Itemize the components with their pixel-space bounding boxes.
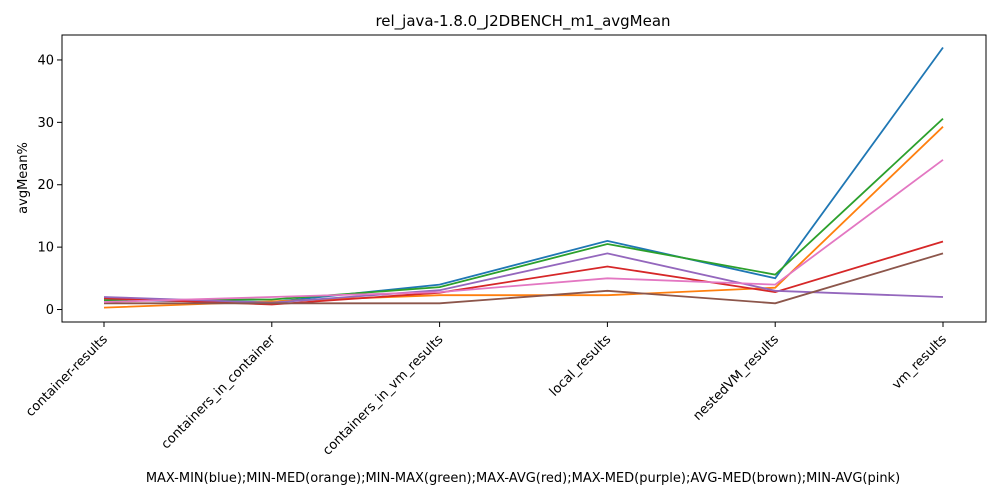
- y-axis-label: avgMean%: [16, 142, 31, 214]
- plot-lines: [103, 46, 944, 309]
- y-axis: 0 10 20 30 40: [37, 53, 62, 318]
- series-line-1: [103, 46, 944, 303]
- x-tick-label: container-results: [23, 332, 111, 420]
- y-tick-label: 0: [46, 303, 54, 318]
- x-tick-label: local_results: [547, 332, 615, 400]
- series-line-7: [103, 159, 944, 303]
- x-tick-label: containers_in_vm_results: [320, 332, 446, 458]
- plot-frame: [61, 34, 987, 323]
- y-tick-label: 20: [37, 178, 54, 193]
- x-tick-label: nestedVM_results: [690, 332, 782, 424]
- x-tick-label: vm_results: [889, 332, 950, 393]
- x-axis: container-results containers_in_container…: [23, 322, 950, 459]
- y-tick-label: 30: [37, 116, 54, 131]
- series-line-6: [104, 252, 944, 305]
- series-line-3: [103, 117, 944, 302]
- x-axis-label: MAX-MIN(blue);MIN-MED(orange);MIN-MAX(gr…: [146, 471, 900, 486]
- chart-title: rel_java-1.8.0_J2DBENCH_m1_avgMean: [375, 12, 670, 31]
- series-line-5: [103, 252, 944, 304]
- y-tick-label: 10: [37, 241, 54, 256]
- x-tick-label: containers_in_container: [159, 332, 280, 453]
- y-tick-label: 40: [37, 53, 54, 68]
